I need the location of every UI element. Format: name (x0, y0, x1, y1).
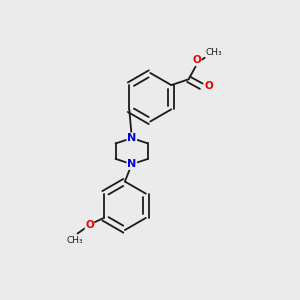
Text: CH₃: CH₃ (67, 236, 83, 245)
Text: O: O (192, 55, 201, 65)
Text: CH₃: CH₃ (206, 48, 223, 57)
Text: N: N (127, 133, 136, 143)
Text: O: O (85, 220, 94, 230)
Text: N: N (127, 159, 136, 169)
Text: O: O (204, 81, 213, 91)
